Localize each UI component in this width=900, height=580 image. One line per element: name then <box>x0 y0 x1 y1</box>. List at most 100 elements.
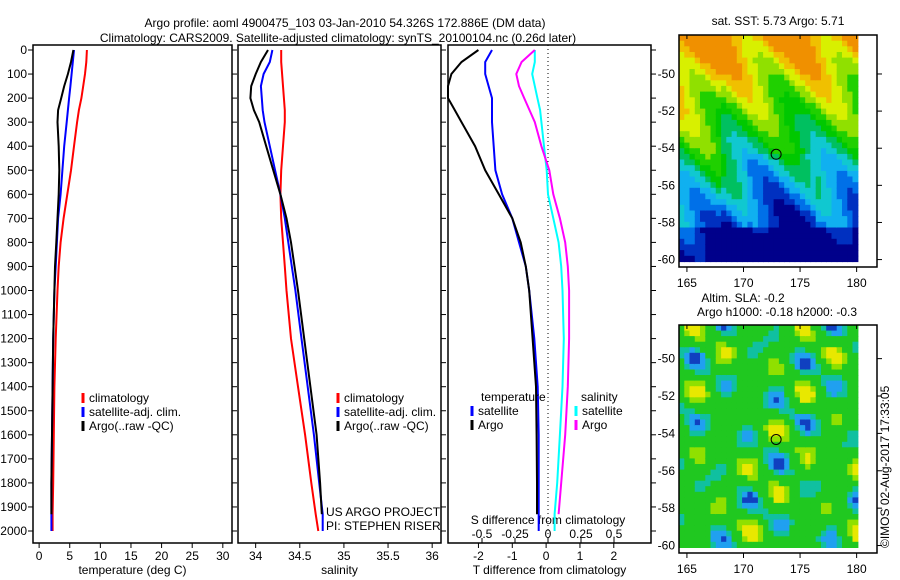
map-cell <box>700 447 706 454</box>
map-cell <box>689 408 696 415</box>
map-cell <box>705 458 712 465</box>
map-cell <box>768 341 775 348</box>
map-cell <box>705 85 712 93</box>
map-cell <box>836 119 843 127</box>
map-cell <box>768 541 775 548</box>
map-cell <box>689 352 696 359</box>
map-cell <box>747 238 754 246</box>
map-cell <box>763 430 769 437</box>
map-cell <box>726 199 733 206</box>
map-cell <box>747 35 754 42</box>
argo-position-marker <box>770 148 782 160</box>
x-tick-label: 36 <box>425 549 439 563</box>
map-cell <box>799 216 806 223</box>
map-cell <box>731 502 738 510</box>
map-cell <box>700 238 706 246</box>
map-cell <box>679 464 685 471</box>
map-cell <box>705 325 712 332</box>
map-cell <box>778 187 785 195</box>
map-cell <box>805 536 812 543</box>
map-cell <box>847 536 854 543</box>
figure-title-line2: Climatology: CARS2009. Satellite-adjuste… <box>100 31 576 45</box>
map-cell <box>789 69 796 76</box>
map-cell <box>810 142 817 149</box>
map-cell <box>763 148 769 155</box>
map-cell <box>768 238 775 246</box>
map-cell <box>805 148 812 155</box>
map-cell <box>852 536 859 543</box>
map-cell <box>821 187 827 195</box>
map-cell <box>799 204 806 212</box>
map-cell <box>815 159 822 166</box>
map-cell <box>763 238 769 246</box>
map-cell <box>847 119 854 127</box>
map-cell <box>757 131 764 138</box>
map-cell <box>679 97 685 104</box>
map-cell <box>805 430 812 437</box>
map-cell <box>747 325 754 332</box>
map-cell <box>710 176 717 183</box>
map-cell <box>763 233 769 240</box>
map-cell <box>778 69 785 76</box>
map-cell <box>705 419 712 426</box>
map-cell <box>831 525 838 532</box>
map-cell <box>789 233 796 240</box>
map-cell <box>763 142 769 149</box>
map-cell <box>757 425 764 432</box>
map-cell <box>778 458 785 465</box>
map-cell <box>842 458 848 465</box>
map-cell <box>842 227 848 234</box>
map-cell <box>826 227 833 234</box>
map-cell <box>689 193 696 200</box>
map-cell <box>757 153 764 161</box>
map-cell <box>721 165 727 172</box>
imos-stamp: ©IMOS 02-Aug-2017 17:33:05 <box>878 385 892 548</box>
map-cell <box>679 227 685 234</box>
map-cell <box>710 35 717 42</box>
map-cell <box>836 469 843 476</box>
map-cell <box>763 216 769 223</box>
map-cell <box>726 97 733 104</box>
map-cell <box>778 250 785 257</box>
map-cell <box>715 514 722 521</box>
map-cell <box>831 176 838 183</box>
map-cell <box>826 57 833 64</box>
map-cell <box>826 216 833 223</box>
map-cell <box>747 408 754 415</box>
map-cell <box>799 458 806 465</box>
map-cell <box>757 475 764 482</box>
map-cell <box>705 193 712 200</box>
map-cell <box>747 40 754 47</box>
map-cell <box>710 199 717 206</box>
map-cell <box>799 525 806 532</box>
map-cell <box>742 46 748 53</box>
map-cell <box>742 514 748 521</box>
depth-tick-label: 1000 <box>0 284 27 298</box>
map-cell <box>721 341 727 348</box>
map-cell <box>721 352 727 359</box>
map-cell <box>731 210 738 217</box>
map-cell <box>684 153 691 161</box>
map-cell <box>731 375 738 382</box>
map-cell <box>805 341 812 348</box>
map-cell <box>752 176 759 183</box>
map-cell <box>778 419 785 426</box>
map-cell <box>684 347 691 354</box>
map-cell <box>694 238 701 246</box>
map-cell <box>852 430 859 437</box>
map-cell <box>815 227 822 234</box>
map-cell <box>778 108 785 115</box>
map-cell <box>705 480 712 487</box>
map-cell <box>852 397 859 404</box>
map-cell <box>726 325 733 332</box>
map-cell <box>831 119 838 127</box>
map-cell <box>852 414 859 421</box>
map-cell <box>815 369 822 376</box>
map-cell <box>852 148 859 155</box>
map-cell <box>821 35 827 42</box>
map-cell <box>689 57 696 64</box>
map-cell <box>821 170 827 178</box>
map-cell <box>763 486 769 493</box>
map-cell <box>752 153 759 161</box>
map-cell <box>752 441 759 448</box>
